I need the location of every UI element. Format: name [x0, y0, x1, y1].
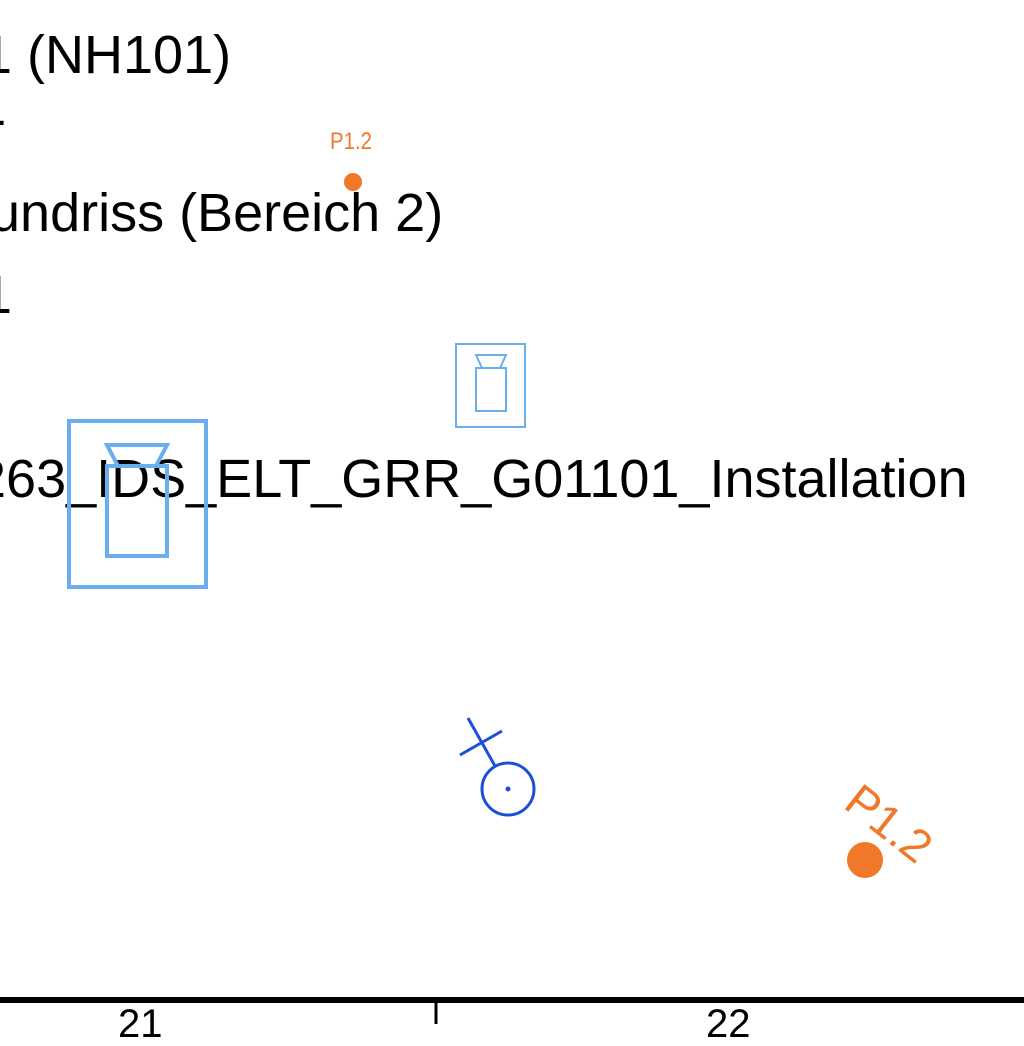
- fixture-symbol-large[interactable]: [67, 419, 208, 589]
- drawing-subtitle-dash: -: [0, 92, 6, 146]
- outlet-symbol[interactable]: [459, 717, 536, 817]
- file-name-label: 263_IDS_ELT_GRR_G01101_Installation: [0, 449, 968, 509]
- drawing-canvas: [0, 173, 1024, 1024]
- point-label-small: P1.2: [330, 128, 372, 155]
- point-marker-small[interactable]: [344, 173, 362, 191]
- ruler-label-22: 22: [706, 1002, 751, 1046]
- point-marker-large[interactable]: [847, 842, 883, 878]
- ruler-label-21: 21: [118, 1002, 163, 1046]
- floor-plan-label: undriss (Bereich 2): [0, 183, 444, 243]
- drawing-title-line: 1 (NH101): [0, 25, 232, 85]
- fixture-symbol-small[interactable]: [455, 343, 526, 428]
- sheet-number: 1: [0, 268, 12, 322]
